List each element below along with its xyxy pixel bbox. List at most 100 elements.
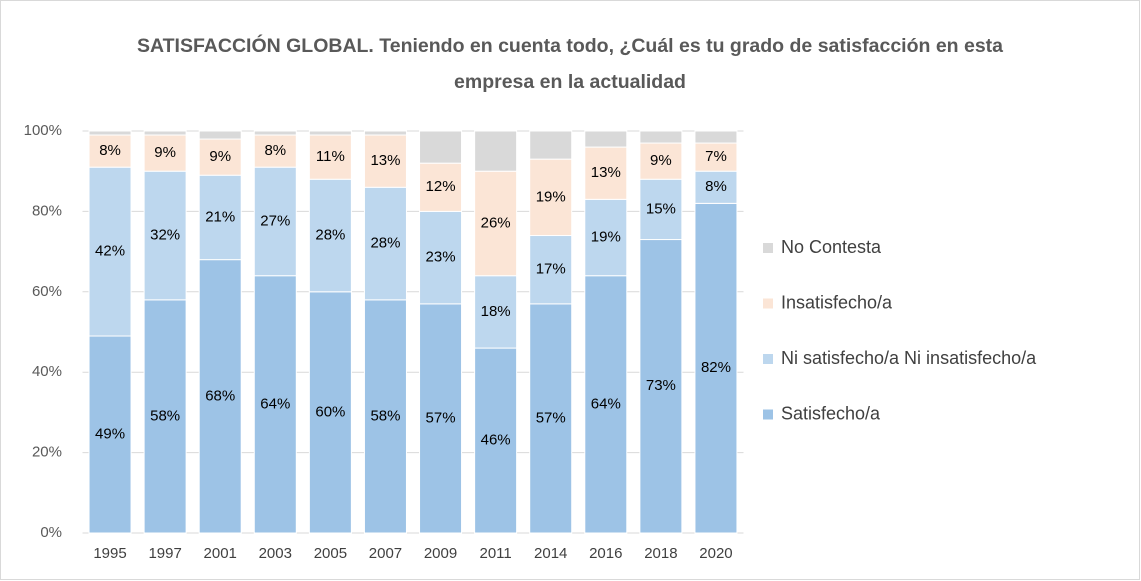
data-label: 58% — [150, 407, 180, 424]
legend-label: Insatisfecho/a — [781, 292, 893, 312]
legend-swatch — [763, 354, 773, 364]
bar-segment — [88, 166, 132, 337]
bar-segment — [529, 130, 573, 160]
data-label: 57% — [536, 409, 566, 426]
data-label: 23% — [426, 249, 456, 266]
bar-segment — [253, 130, 297, 136]
data-label: 57% — [426, 409, 456, 426]
bar-segment — [198, 259, 242, 534]
bar-segment — [639, 142, 683, 180]
data-label: 42% — [95, 243, 125, 260]
data-label: 9% — [154, 144, 176, 161]
legend-label: No Contesta — [781, 237, 882, 257]
y-tick-label: 100% — [24, 122, 62, 139]
x-tick-label: 2020 — [699, 545, 732, 562]
data-label: 21% — [205, 208, 235, 225]
data-label: 18% — [481, 303, 511, 320]
bar-segment — [308, 130, 352, 136]
bar-segment — [584, 146, 628, 200]
data-label: 46% — [481, 432, 511, 449]
x-tick-label: 2007 — [369, 545, 402, 562]
data-label: 49% — [95, 425, 125, 442]
data-label: 11% — [316, 148, 345, 165]
bar-segment — [88, 130, 132, 136]
data-label: 13% — [370, 152, 400, 169]
data-label: 73% — [646, 377, 676, 394]
x-tick-label: 2001 — [204, 545, 237, 562]
bar-segment — [308, 291, 352, 534]
x-tick-label: 1995 — [93, 545, 126, 562]
x-tick-label: 2014 — [534, 545, 567, 562]
bar-segment — [529, 158, 573, 237]
x-tick-label: 2016 — [589, 545, 622, 562]
data-label: 8% — [705, 178, 727, 195]
data-label: 60% — [315, 403, 345, 420]
data-label: 12% — [426, 178, 456, 195]
data-label: 19% — [591, 228, 621, 245]
legend-label: Ni satisfecho/a Ni insatisfecho/a — [781, 348, 1037, 368]
bar-segment — [419, 303, 463, 534]
data-label: 28% — [370, 235, 400, 252]
bar-segment — [694, 142, 738, 172]
data-label: 13% — [591, 164, 621, 181]
data-label: 9% — [650, 152, 672, 169]
bar-segment — [198, 130, 242, 140]
bar-segment — [584, 198, 628, 277]
bar-segment — [474, 130, 518, 172]
x-tick-label: 2003 — [259, 545, 292, 562]
bar-segment — [253, 166, 297, 277]
bar-segment — [529, 303, 573, 534]
data-label: 7% — [705, 148, 727, 165]
x-tick-label: 2011 — [479, 545, 511, 562]
data-label: 8% — [99, 142, 121, 159]
bar-segment — [253, 275, 297, 534]
bar-segment — [143, 130, 187, 136]
bar-segment — [308, 178, 352, 293]
bar-segment — [88, 335, 132, 534]
x-tick-label: 1997 — [148, 545, 181, 562]
data-label: 28% — [315, 226, 345, 243]
bar-segment — [584, 130, 628, 148]
data-label: 82% — [701, 359, 731, 376]
data-label: 17% — [536, 261, 566, 278]
data-label: 58% — [370, 407, 400, 424]
chart-title: SATISFACCIÓN GLOBAL. Teniendo en cuenta … — [136, 35, 1004, 93]
y-tick-label: 0% — [40, 524, 62, 541]
bar-segment — [639, 178, 683, 241]
bar-segment — [694, 202, 738, 534]
data-label: 8% — [264, 142, 286, 159]
bar-segment — [694, 170, 738, 204]
y-tick-label: 80% — [32, 202, 62, 219]
bar-segment — [474, 275, 518, 349]
y-tick-label: 40% — [32, 363, 62, 380]
y-tick-label: 20% — [32, 444, 62, 461]
data-label: 9% — [209, 148, 231, 165]
x-tick-label: 2009 — [424, 545, 457, 562]
bar-segment — [363, 134, 407, 188]
legend-swatch — [763, 298, 773, 309]
data-label: 32% — [150, 226, 180, 243]
x-tick-label: 2005 — [314, 545, 347, 562]
data-label: 27% — [260, 212, 290, 229]
bar-segment — [529, 235, 573, 305]
x-tick-label: 2018 — [644, 545, 677, 562]
bar-segment — [143, 299, 187, 534]
data-label: 15% — [646, 200, 676, 217]
bar-segment — [694, 130, 738, 144]
bar-segment — [198, 138, 242, 176]
bar-segment — [419, 162, 463, 212]
data-label: 19% — [536, 188, 566, 205]
y-tick-label: 60% — [32, 283, 62, 300]
data-label: 26% — [481, 214, 511, 231]
legend-label: Satisfecho/a — [781, 403, 881, 423]
bar-segment — [363, 130, 407, 136]
data-label: 68% — [205, 387, 235, 404]
bar-segment — [253, 134, 297, 168]
legend-swatch — [763, 243, 773, 253]
legend-swatch — [763, 409, 773, 420]
bar-segment — [639, 130, 683, 144]
bar-segment — [639, 239, 683, 534]
data-label: 64% — [260, 395, 290, 412]
bar-segment — [419, 130, 463, 164]
